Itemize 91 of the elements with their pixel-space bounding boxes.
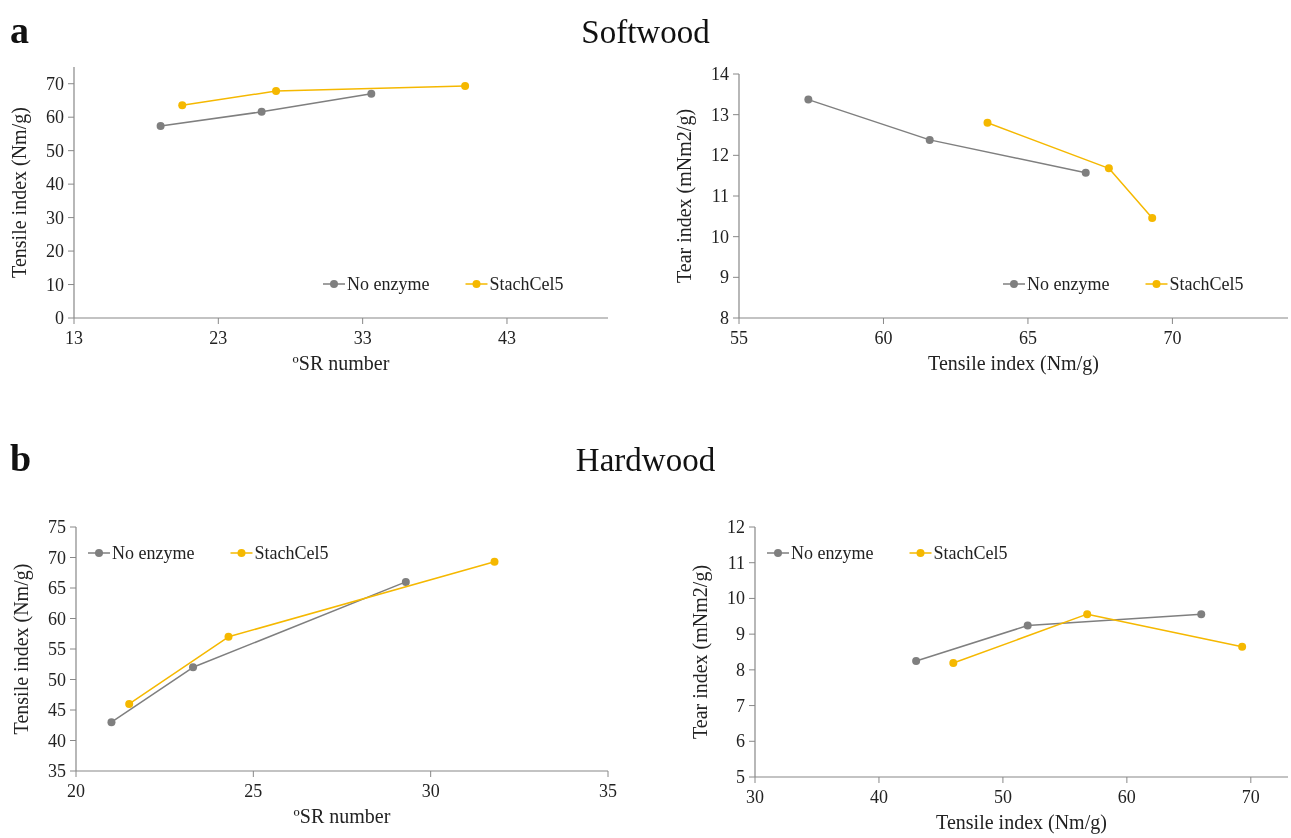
x-tick-label: 43 bbox=[497, 328, 516, 348]
y-tick-label: 11 bbox=[727, 552, 745, 573]
y-tick-label: 70 bbox=[46, 73, 64, 94]
y-tick-label: 8 bbox=[720, 308, 729, 328]
y-tick-label: 75 bbox=[48, 517, 66, 537]
point bbox=[257, 107, 266, 116]
point bbox=[925, 135, 934, 144]
point bbox=[1197, 610, 1206, 619]
point bbox=[983, 118, 992, 127]
x-axis-title: ºSR number bbox=[293, 805, 391, 827]
chart-title: Hardwood bbox=[575, 442, 716, 478]
point bbox=[804, 95, 813, 104]
x-tick-label: 65 bbox=[1018, 328, 1037, 348]
y-tick-label: 60 bbox=[46, 107, 64, 128]
point bbox=[490, 557, 499, 566]
y-tick-label: 10 bbox=[727, 588, 745, 609]
y-tick-label: 9 bbox=[736, 624, 745, 645]
text: b bbox=[10, 437, 32, 479]
point bbox=[912, 656, 921, 665]
x-tick-label: 33 bbox=[353, 328, 372, 348]
x-tick-label: 70 bbox=[1163, 328, 1182, 348]
legend-label: No enzyme bbox=[112, 543, 195, 563]
point bbox=[189, 663, 198, 672]
y-tick-label: 10 bbox=[711, 226, 729, 247]
y-tick-label: 45 bbox=[48, 700, 66, 720]
x-tick-label: 70 bbox=[1241, 787, 1260, 807]
y-axis-title: Tensile index (Nm/g) bbox=[10, 563, 33, 735]
point bbox=[272, 87, 281, 96]
point bbox=[125, 699, 134, 708]
point bbox=[367, 89, 376, 98]
point bbox=[1081, 168, 1090, 177]
y-tick-label: 8 bbox=[736, 659, 745, 680]
y-tick-label: 10 bbox=[46, 274, 64, 295]
point bbox=[1104, 164, 1113, 173]
point bbox=[156, 121, 165, 130]
point bbox=[1238, 642, 1247, 651]
y-tick-label: 12 bbox=[727, 517, 745, 537]
x-tick-label: 60 bbox=[1117, 787, 1136, 807]
y-axis-title: Tensile index (Nm/g) bbox=[8, 107, 31, 278]
legend-label: No enzyme bbox=[1027, 274, 1110, 294]
y-tick-label: 20 bbox=[46, 241, 64, 262]
point bbox=[224, 632, 233, 641]
y-tick-label: 40 bbox=[48, 730, 66, 751]
y-tick-label: 9 bbox=[720, 267, 729, 288]
point bbox=[107, 718, 116, 727]
legend-label: StachCel5 bbox=[1169, 274, 1244, 294]
point bbox=[178, 101, 187, 110]
y-tick-label: 40 bbox=[46, 174, 64, 195]
y-tick-label: 13 bbox=[711, 104, 729, 125]
y-tick-label: 30 bbox=[46, 207, 64, 228]
y-tick-label: 12 bbox=[711, 145, 729, 166]
x-tick-label: 35 bbox=[599, 781, 617, 801]
y-tick-label: 5 bbox=[736, 767, 745, 787]
y-axis-title: Tear index (mNm2/g) bbox=[689, 564, 712, 740]
y-tick-label: 60 bbox=[48, 608, 66, 629]
point bbox=[1083, 610, 1092, 619]
x-tick-label: 60 bbox=[874, 328, 893, 348]
legend-label: StachCel5 bbox=[254, 543, 329, 563]
x-tick-label: 25 bbox=[244, 781, 263, 801]
y-tick-label: 70 bbox=[48, 547, 66, 568]
y-tick-label: 65 bbox=[48, 578, 66, 598]
y-tick-label: 11 bbox=[711, 186, 729, 206]
y-tick-label: 6 bbox=[736, 731, 745, 752]
chart-title: Softwood bbox=[581, 14, 711, 50]
y-tick-label: 35 bbox=[48, 761, 66, 781]
x-tick-label: 13 bbox=[65, 328, 83, 348]
legend-label: StachCel5 bbox=[933, 543, 1008, 563]
x-axis-title: ºSR number bbox=[292, 352, 390, 374]
point bbox=[1148, 213, 1157, 222]
y-axis-title: Tear index (mNm2/g) bbox=[673, 108, 696, 284]
point bbox=[401, 577, 410, 586]
legend-label: No enzyme bbox=[347, 274, 430, 294]
y-tick-label: 14 bbox=[711, 64, 729, 84]
x-axis-title: Tensile index (Nm/g) bbox=[936, 811, 1107, 834]
legend-label: No enzyme bbox=[791, 543, 874, 563]
legend-label: StachCel5 bbox=[489, 274, 564, 294]
x-axis-title: Tensile index (Nm/g) bbox=[928, 352, 1099, 375]
x-tick-label: 30 bbox=[421, 781, 440, 801]
y-tick-label: 50 bbox=[46, 140, 64, 161]
x-tick-label: 40 bbox=[869, 787, 888, 807]
text: a bbox=[10, 9, 29, 51]
x-tick-label: 50 bbox=[993, 787, 1012, 807]
point bbox=[949, 659, 958, 668]
y-tick-label: 55 bbox=[48, 639, 66, 659]
x-tick-label: 23 bbox=[209, 328, 228, 348]
point bbox=[461, 82, 470, 91]
x-tick-label: 20 bbox=[67, 781, 85, 801]
y-tick-label: 7 bbox=[736, 695, 745, 716]
point bbox=[1023, 621, 1032, 630]
y-tick-label: 50 bbox=[48, 669, 66, 690]
y-tick-label: 0 bbox=[55, 308, 64, 328]
